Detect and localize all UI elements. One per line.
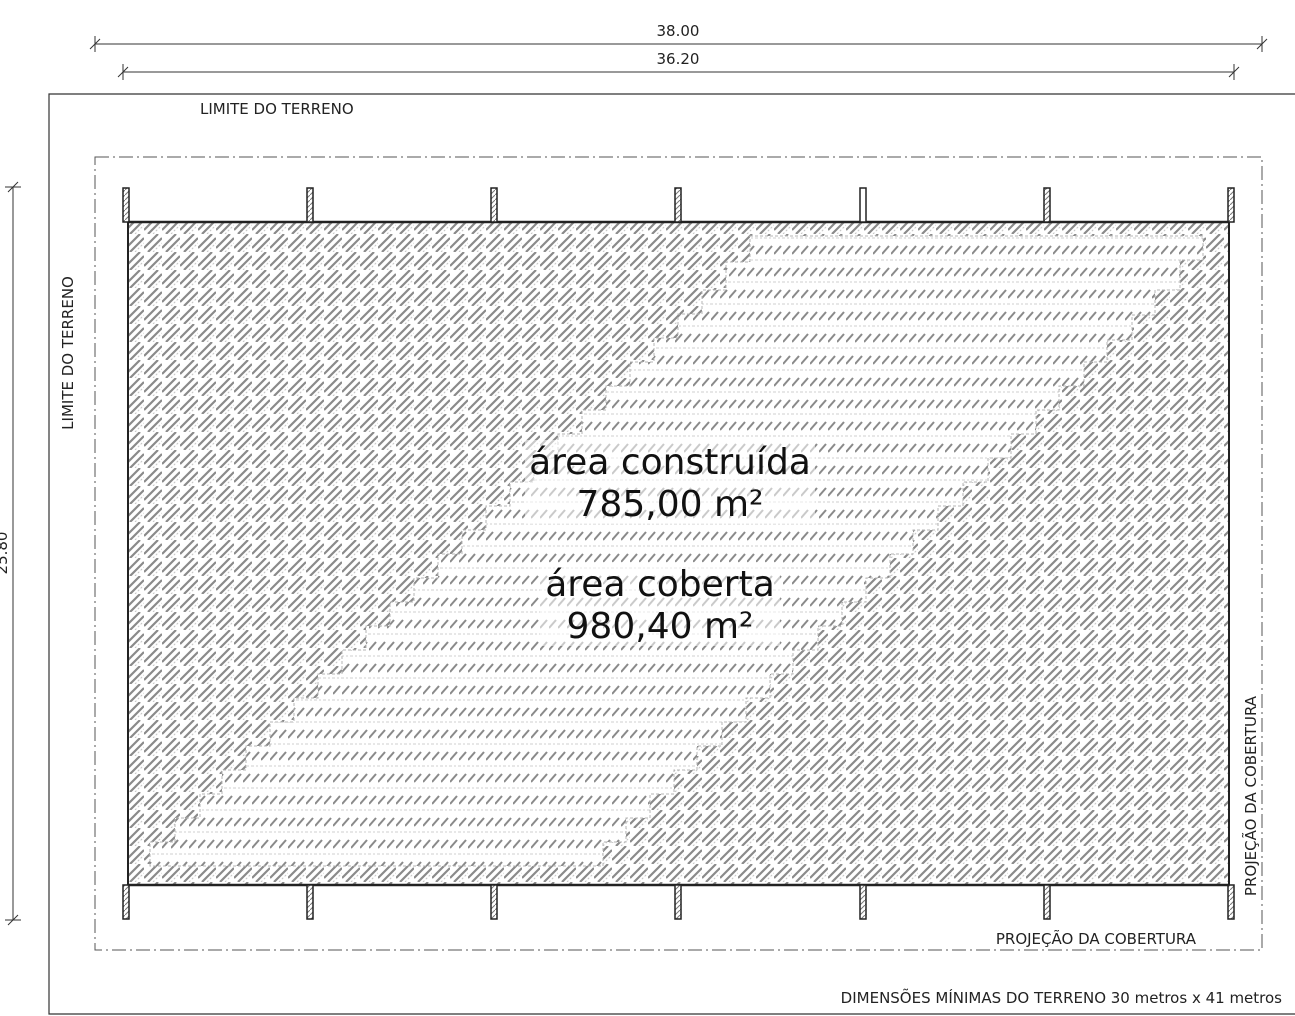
area-labels: área construída 785,00 m² área coberta 9… xyxy=(525,440,815,647)
bottom-structure xyxy=(122,883,1235,920)
built-area-value: 785,00 m² xyxy=(577,484,764,525)
dimension-height: 25.80 xyxy=(0,181,21,926)
roof-projection-outline xyxy=(94,156,1263,951)
roof-projection-bottom-label: PROJEÇÃO DA COBERTURA xyxy=(996,929,1197,948)
terrain-boundary xyxy=(48,93,1295,1015)
terrain-limit-top-label: LIMITE DO TERRENO xyxy=(200,100,354,118)
inner-width-label: 36.20 xyxy=(657,50,700,68)
height-label: 25.80 xyxy=(0,532,11,575)
terrain-limit-left-label: LIMITE DO TERRENO xyxy=(59,276,77,430)
outer-width-label: 38.00 xyxy=(657,22,700,40)
roof-projection-right-label: PROJEÇÃO DA COBERTURA xyxy=(1241,695,1260,896)
dimension-inner-width: 36.20 xyxy=(117,50,1240,80)
covered-area-label: área coberta xyxy=(545,564,775,605)
built-area-label: área construída xyxy=(529,442,811,483)
built-area-hatch xyxy=(127,221,1230,886)
covered-area-value: 980,40 m² xyxy=(567,606,754,647)
min-dimensions-note: DIMENSÕES MÍNIMAS DO TERRENO 30 metros x… xyxy=(841,988,1283,1007)
dimension-outer-width: 38.00 xyxy=(89,22,1268,52)
top-structure xyxy=(122,187,1235,224)
